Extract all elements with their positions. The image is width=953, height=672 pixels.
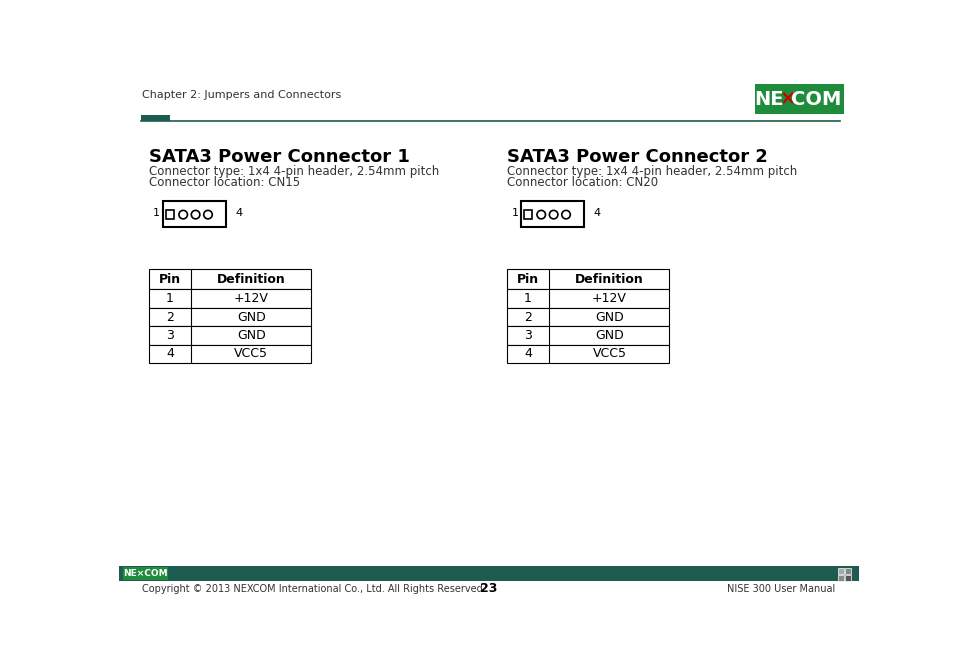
Bar (149, 308, 311, 327)
Text: VCC5: VCC5 (234, 347, 268, 360)
Text: Connector type: 1x4 4-pin header, 2.54mm pitch: Connector type: 1x4 4-pin header, 2.54mm… (506, 165, 796, 178)
Text: SATA3 Power Connector 2: SATA3 Power Connector 2 (506, 149, 767, 167)
Text: ×: × (779, 89, 795, 109)
Bar (843, 575, 850, 581)
Text: Definition: Definition (216, 273, 286, 286)
Text: Pin: Pin (159, 273, 181, 286)
Circle shape (549, 210, 558, 219)
Bar (520, 201, 583, 227)
Text: Connector location: CN20: Connector location: CN20 (506, 176, 658, 189)
Bar (506, 269, 669, 290)
Bar (149, 345, 311, 364)
Text: Connector type: 1x4 4-pin header, 2.54mm pitch: Connector type: 1x4 4-pin header, 2.54mm… (149, 165, 438, 178)
Bar (837, 568, 843, 574)
Text: 1: 1 (153, 208, 160, 218)
Text: Chapter 2: Jumpers and Connectors: Chapter 2: Jumpers and Connectors (142, 89, 341, 99)
Text: +12V: +12V (233, 292, 269, 305)
Text: +12V: +12V (592, 292, 626, 305)
Text: GND: GND (595, 329, 623, 342)
Bar (754, 85, 843, 114)
Bar (149, 290, 311, 308)
Text: 3: 3 (523, 329, 532, 342)
Text: Pin: Pin (517, 273, 538, 286)
Text: 2: 2 (166, 310, 173, 323)
Bar (837, 575, 843, 581)
Bar (506, 290, 669, 308)
Text: COM: COM (790, 89, 841, 109)
Text: 1: 1 (511, 208, 517, 218)
Bar (843, 568, 850, 574)
Bar (149, 327, 311, 345)
Text: 2: 2 (523, 310, 532, 323)
Circle shape (179, 210, 187, 219)
Circle shape (537, 210, 545, 219)
Bar (123, 567, 168, 579)
Text: 4: 4 (593, 208, 600, 218)
Bar (166, 210, 174, 219)
Bar (162, 201, 226, 227)
Text: 1: 1 (166, 292, 173, 305)
Circle shape (192, 210, 199, 219)
Text: Definition: Definition (575, 273, 643, 286)
Text: 3: 3 (166, 329, 173, 342)
Text: NE×COM: NE×COM (123, 569, 168, 578)
Text: GND: GND (236, 310, 266, 323)
Text: Copyright © 2013 NEXCOM International Co., Ltd. All Rights Reserved.: Copyright © 2013 NEXCOM International Co… (142, 584, 486, 594)
Text: 4: 4 (166, 347, 173, 360)
Text: NISE 300 User Manual: NISE 300 User Manual (726, 584, 835, 594)
Text: 23: 23 (479, 583, 497, 595)
Bar (141, 114, 171, 122)
Circle shape (204, 210, 212, 219)
Circle shape (561, 210, 570, 219)
Bar (506, 308, 669, 327)
Text: 1: 1 (523, 292, 532, 305)
Text: VCC5: VCC5 (592, 347, 626, 360)
Bar (149, 269, 311, 290)
Text: 4: 4 (235, 208, 242, 218)
Text: GND: GND (595, 310, 623, 323)
Text: SATA3 Power Connector 1: SATA3 Power Connector 1 (149, 149, 409, 167)
Bar (506, 327, 669, 345)
Bar (506, 345, 669, 364)
Text: NE: NE (754, 89, 783, 109)
Text: Connector location: CN15: Connector location: CN15 (149, 176, 299, 189)
Bar (523, 210, 532, 219)
Text: 4: 4 (523, 347, 532, 360)
Bar (119, 566, 858, 581)
Text: GND: GND (236, 329, 266, 342)
